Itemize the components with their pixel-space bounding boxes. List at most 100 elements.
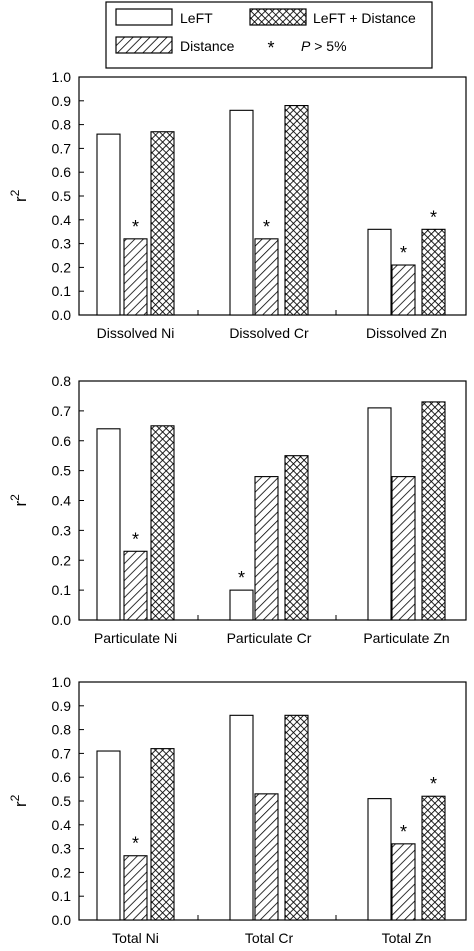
legend-significance-note: * P > 5%	[267, 38, 346, 58]
bar	[391, 843, 416, 921]
bar	[421, 795, 446, 921]
y-tick-label: 0.0	[52, 307, 72, 323]
y-tick-label: 0.9	[52, 698, 72, 714]
y-tick-label: 0.3	[52, 522, 72, 538]
x-tick-label: Particulate Zn	[363, 630, 449, 646]
legend-note-p: P	[301, 38, 311, 54]
x-tick-label: Total Ni	[112, 930, 159, 946]
y-tick-label: 0.1	[52, 888, 72, 904]
y-tick-label: 0.5	[52, 793, 72, 809]
significance-star: *	[132, 217, 139, 237]
y-tick-label: 0.2	[52, 259, 72, 275]
x-tick-label: Dissolved Ni	[97, 325, 175, 341]
y-tick-label: 1.0	[52, 674, 72, 690]
bar	[284, 714, 309, 921]
chart-panel-3: 0.0 0.1 0.2 0.3 0.4 0.5 0.6 0.7 0.8 0.9 1.0 r2 Total…	[8, 674, 467, 946]
y-tick-label: 0.9	[52, 93, 72, 109]
y-tick-label: 0.7	[52, 745, 72, 761]
legend-item-distance: Distance	[115, 36, 235, 54]
significance-star: *	[132, 834, 139, 854]
bar	[284, 455, 309, 621]
legend-note-rest: > 5%	[310, 38, 346, 54]
bar	[367, 228, 392, 316]
legend-star: *	[267, 38, 274, 58]
y-tick-label: 0.1	[52, 283, 72, 299]
y-tick-label: 0.0	[52, 612, 72, 628]
panels: 0.00.10.20.30.40.50.60.70.80.91.0r2Disso…	[8, 69, 467, 946]
significance-star: *	[263, 217, 270, 237]
y-axis-label-base: r	[11, 501, 30, 507]
bar	[96, 750, 121, 921]
bar	[150, 748, 175, 921]
bar	[229, 589, 254, 621]
y-axis-label-superscript: 2	[8, 189, 22, 196]
y-tick-label: 0.5	[52, 463, 72, 479]
y-tick-label: 0.1	[52, 582, 72, 598]
y-tick-label: 0.0	[52, 912, 72, 928]
y-tick-label: 0.6	[52, 164, 72, 180]
legend-swatch-left-distance	[249, 8, 307, 26]
bar	[367, 798, 392, 921]
bar	[96, 428, 121, 621]
x-tick-label: Dissolved Cr	[229, 325, 309, 341]
y-tick-label: 0.6	[52, 433, 72, 449]
y-tick-label: 0.7	[52, 140, 72, 156]
legend-label-left: LeFT	[180, 10, 213, 26]
x-tick-label: Particulate Cr	[227, 630, 312, 646]
legend-swatch-distance	[115, 36, 173, 54]
y-tick-label: 0.4	[52, 212, 72, 228]
x-tick-label: Dissolved Zn	[366, 325, 447, 341]
y-tick-label: 0.2	[52, 552, 72, 568]
bar	[123, 238, 148, 316]
y-tick-label: 0.4	[52, 493, 72, 509]
y-axis-label: r2	[8, 494, 30, 507]
bar	[229, 109, 254, 316]
y-axis-label: r2	[8, 794, 30, 807]
bar	[284, 105, 309, 316]
bar	[254, 793, 279, 921]
bar	[391, 264, 416, 316]
y-tick-label: 0.3	[52, 841, 72, 857]
bar	[150, 131, 175, 316]
bar	[254, 238, 279, 316]
bar	[367, 407, 392, 621]
y-tick-label: 0.8	[52, 117, 72, 133]
significance-star: *	[238, 568, 245, 588]
y-tick-label: 0.2	[52, 864, 72, 880]
significance-star: *	[430, 207, 437, 227]
y-tick-label: 0.8	[52, 722, 72, 738]
bar	[96, 133, 121, 316]
bar	[229, 714, 254, 921]
legend: LeFT LeFT + Distance Distance * P > 5%	[105, 1, 433, 69]
bar	[421, 401, 446, 621]
y-axis-label-superscript: 2	[8, 494, 22, 501]
y-axis-label-base: r	[11, 196, 30, 202]
x-tick-label: Total Cr	[245, 930, 294, 946]
chart-panel-1: 0.0 0.1 0.2 0.3 0.4 0.5 0.6 0.7 0.8 0.9 1.0 r2 Disso…	[8, 69, 467, 341]
y-axis-label: r2	[8, 189, 30, 202]
legend-label-left-distance: LeFT + Distance	[313, 10, 416, 26]
y-tick-label: 0.3	[52, 236, 72, 252]
bar	[150, 425, 175, 621]
y-tick-label: 0.5	[52, 188, 72, 204]
bar	[391, 476, 416, 621]
y-axis-label-base: r	[11, 801, 30, 807]
legend-label-distance: Distance	[180, 38, 235, 54]
significance-star: *	[430, 774, 437, 794]
legend-item-left-distance: LeFT + Distance	[249, 8, 416, 26]
legend-note-text: P > 5%	[301, 38, 347, 54]
bar	[421, 228, 446, 316]
y-tick-label: 0.6	[52, 769, 72, 785]
legend-item-left: LeFT	[115, 8, 213, 26]
bar	[123, 855, 148, 921]
bar	[254, 476, 279, 621]
y-tick-label: 1.0	[52, 69, 72, 85]
chart-panel-2: 0.0 0.1 0.2 0.3 0.4 0.5 0.6 0.7 0.8 r2 Particulate…	[8, 373, 467, 646]
significance-star: *	[400, 243, 407, 263]
y-tick-label: 0.8	[52, 373, 72, 389]
bar	[123, 550, 148, 621]
significance-star: *	[132, 529, 139, 549]
y-tick-label: 0.4	[52, 817, 72, 833]
x-tick-label: Total Zn	[382, 930, 432, 946]
